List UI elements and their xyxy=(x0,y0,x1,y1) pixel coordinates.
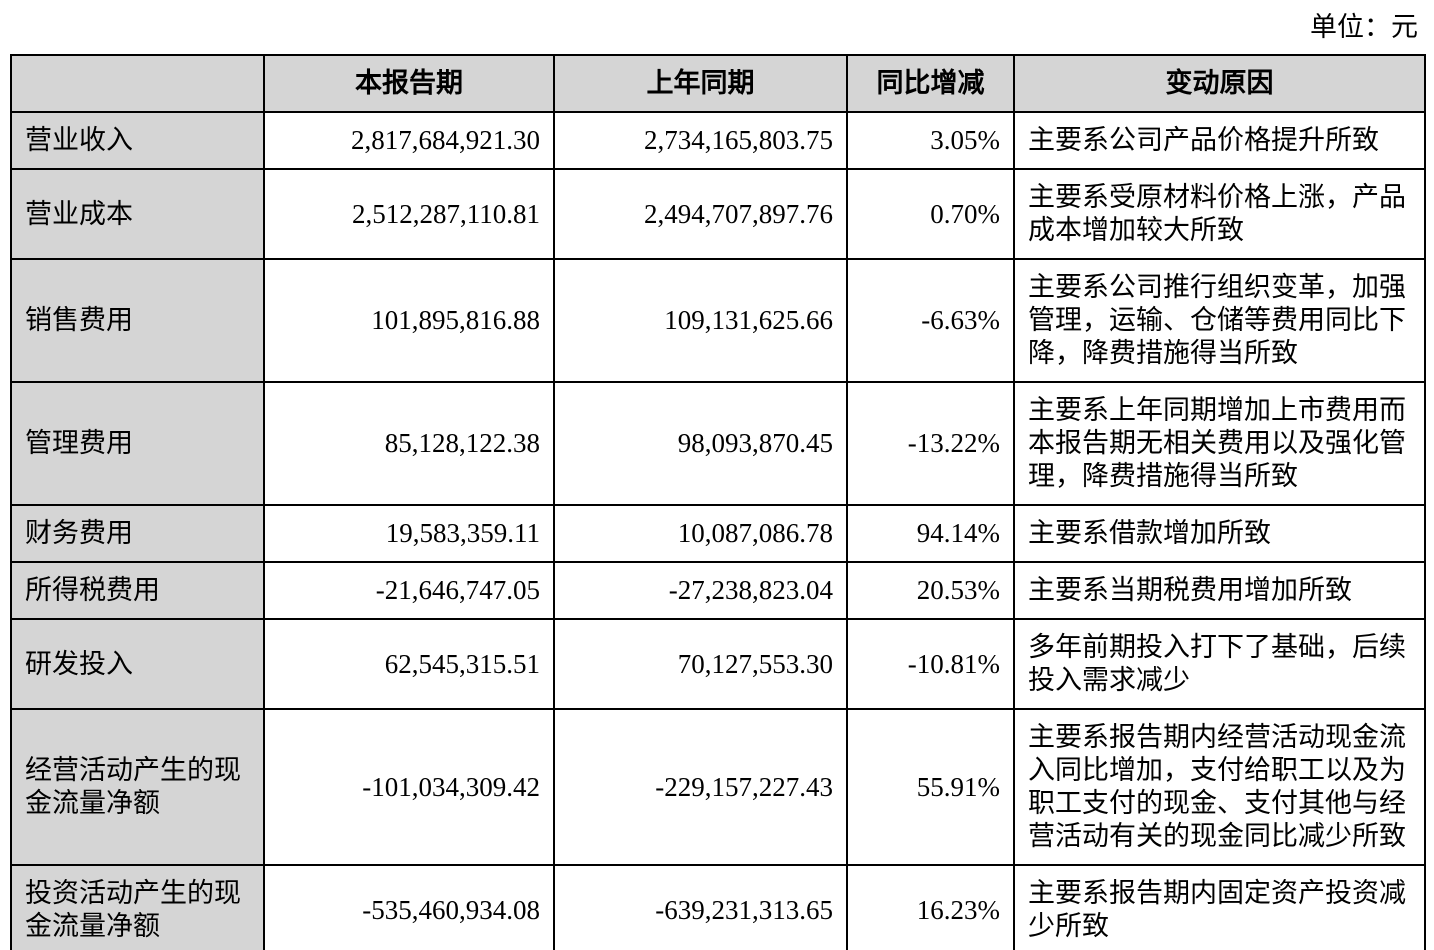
current-period-cell: -101,034,309.42 xyxy=(263,708,555,866)
item-name-cell: 研发投入 xyxy=(10,618,265,710)
current-period-cell: 2,512,287,110.81 xyxy=(263,168,555,260)
header-yoy-change: 同比增减 xyxy=(846,54,1015,113)
header-change-reason: 变动原因 xyxy=(1013,54,1426,113)
change-reason-cell: 多年前期投入打下了基础，后续投入需求减少 xyxy=(1013,618,1426,710)
table-row: 财务费用 19,583,359.11 10,087,086.78 94.14% … xyxy=(10,504,1426,563)
header-prior-period: 上年同期 xyxy=(553,54,848,113)
yoy-change-cell: -13.22% xyxy=(846,381,1015,506)
current-period-cell: 85,128,122.38 xyxy=(263,381,555,506)
table-row: 所得税费用 -21,646,747.05 -27,238,823.04 20.5… xyxy=(10,561,1426,620)
current-period-cell: 62,545,315.51 xyxy=(263,618,555,710)
unit-label: 单位：元 xyxy=(1310,12,1418,42)
prior-period-cell: 10,087,086.78 xyxy=(553,504,848,563)
prior-period-cell: 2,734,165,803.75 xyxy=(553,111,848,170)
prior-period-cell: -229,157,227.43 xyxy=(553,708,848,866)
table-body: 营业收入 2,817,684,921.30 2,734,165,803.75 3… xyxy=(10,111,1426,950)
table-row: 管理费用 85,128,122.38 98,093,870.45 -13.22%… xyxy=(10,381,1426,506)
change-reason-cell: 主要系当期税费用增加所致 xyxy=(1013,561,1426,620)
yoy-change-cell: 3.05% xyxy=(846,111,1015,170)
yoy-change-cell: 16.23% xyxy=(846,864,1015,950)
prior-period-cell: -27,238,823.04 xyxy=(553,561,848,620)
item-name-cell: 营业成本 xyxy=(10,168,265,260)
header-current-period: 本报告期 xyxy=(263,54,555,113)
current-period-cell: 2,817,684,921.30 xyxy=(263,111,555,170)
prior-period-cell: -639,231,313.65 xyxy=(553,864,848,950)
item-name-cell: 财务费用 xyxy=(10,504,265,563)
header-item xyxy=(10,54,265,113)
financial-comparison-table: 本报告期 上年同期 同比增减 变动原因 营业收入 2,817,684,921.3… xyxy=(10,54,1426,950)
change-reason-cell: 主要系受原材料价格上涨，产品成本增加较大所致 xyxy=(1013,168,1426,260)
prior-period-cell: 109,131,625.66 xyxy=(553,258,848,383)
table-row: 经营活动产生的现金流量净额 -101,034,309.42 -229,157,2… xyxy=(10,708,1426,866)
item-name-cell: 经营活动产生的现金流量净额 xyxy=(10,708,265,866)
yoy-change-cell: 0.70% xyxy=(846,168,1015,260)
table-header-row: 本报告期 上年同期 同比增减 变动原因 xyxy=(10,54,1426,113)
current-period-cell: 19,583,359.11 xyxy=(263,504,555,563)
item-name-cell: 管理费用 xyxy=(10,381,265,506)
yoy-change-cell: 94.14% xyxy=(846,504,1015,563)
table-row: 销售费用 101,895,816.88 109,131,625.66 -6.63… xyxy=(10,258,1426,383)
yoy-change-cell: 20.53% xyxy=(846,561,1015,620)
item-name-cell: 营业收入 xyxy=(10,111,265,170)
table-row: 投资活动产生的现金流量净额 -535,460,934.08 -639,231,3… xyxy=(10,864,1426,950)
change-reason-cell: 主要系报告期内固定资产投资减少所致 xyxy=(1013,864,1426,950)
table-row: 研发投入 62,545,315.51 70,127,553.30 -10.81%… xyxy=(10,618,1426,710)
current-period-cell: -535,460,934.08 xyxy=(263,864,555,950)
prior-period-cell: 98,093,870.45 xyxy=(553,381,848,506)
item-name-cell: 投资活动产生的现金流量净额 xyxy=(10,864,265,950)
prior-period-cell: 2,494,707,897.76 xyxy=(553,168,848,260)
change-reason-cell: 主要系公司推行组织变革，加强管理，运输、仓储等费用同比下降，降费措施得当所致 xyxy=(1013,258,1426,383)
change-reason-cell: 主要系公司产品价格提升所致 xyxy=(1013,111,1426,170)
prior-period-cell: 70,127,553.30 xyxy=(553,618,848,710)
table-row: 营业收入 2,817,684,921.30 2,734,165,803.75 3… xyxy=(10,111,1426,170)
change-reason-cell: 主要系报告期内经营活动现金流入同比增加，支付给职工以及为职工支付的现金、支付其他… xyxy=(1013,708,1426,866)
table-row: 营业成本 2,512,287,110.81 2,494,707,897.76 0… xyxy=(10,168,1426,260)
yoy-change-cell: 55.91% xyxy=(846,708,1015,866)
item-name-cell: 所得税费用 xyxy=(10,561,265,620)
current-period-cell: -21,646,747.05 xyxy=(263,561,555,620)
yoy-change-cell: -10.81% xyxy=(846,618,1015,710)
current-period-cell: 101,895,816.88 xyxy=(263,258,555,383)
yoy-change-cell: -6.63% xyxy=(846,258,1015,383)
change-reason-cell: 主要系借款增加所致 xyxy=(1013,504,1426,563)
change-reason-cell: 主要系上年同期增加上市费用而本报告期无相关费用以及强化管理，降费措施得当所致 xyxy=(1013,381,1426,506)
item-name-cell: 销售费用 xyxy=(10,258,265,383)
